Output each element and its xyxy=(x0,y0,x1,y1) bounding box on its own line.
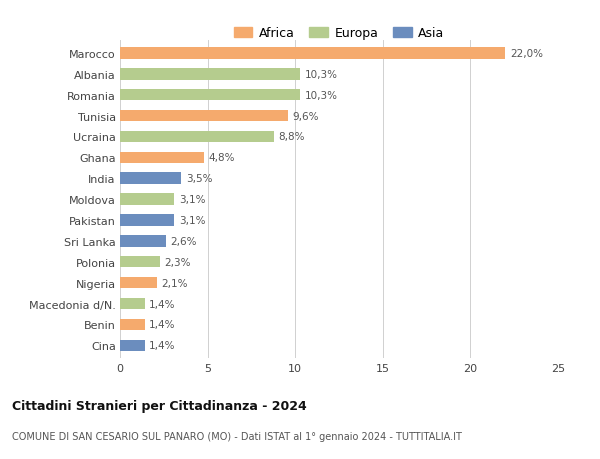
Bar xyxy=(120,319,145,330)
Text: 4,8%: 4,8% xyxy=(208,153,235,163)
Text: 3,5%: 3,5% xyxy=(186,174,212,184)
Bar xyxy=(120,173,181,185)
Bar xyxy=(120,340,145,351)
Text: COMUNE DI SAN CESARIO SUL PANARO (MO) - Dati ISTAT al 1° gennaio 2024 - TUTTITAL: COMUNE DI SAN CESARIO SUL PANARO (MO) - … xyxy=(12,431,462,442)
Text: 2,1%: 2,1% xyxy=(161,278,188,288)
Text: 2,6%: 2,6% xyxy=(170,236,196,246)
Text: 3,1%: 3,1% xyxy=(179,216,205,225)
Bar xyxy=(120,152,204,164)
Bar xyxy=(120,48,505,60)
Text: Cittadini Stranieri per Cittadinanza - 2024: Cittadini Stranieri per Cittadinanza - 2… xyxy=(12,399,307,412)
Legend: Africa, Europa, Asia: Africa, Europa, Asia xyxy=(229,22,449,45)
Bar xyxy=(120,194,175,205)
Text: 9,6%: 9,6% xyxy=(293,112,319,121)
Bar xyxy=(120,90,301,101)
Bar xyxy=(120,277,157,289)
Bar xyxy=(120,257,160,268)
Bar xyxy=(120,69,301,80)
Bar xyxy=(120,111,288,122)
Bar xyxy=(120,235,166,247)
Text: 22,0%: 22,0% xyxy=(510,49,543,59)
Text: 1,4%: 1,4% xyxy=(149,299,175,309)
Text: 1,4%: 1,4% xyxy=(149,341,175,351)
Text: 1,4%: 1,4% xyxy=(149,319,175,330)
Text: 10,3%: 10,3% xyxy=(305,70,338,80)
Bar xyxy=(120,215,175,226)
Text: 2,3%: 2,3% xyxy=(164,257,191,267)
Bar xyxy=(120,298,145,309)
Bar xyxy=(120,131,274,143)
Text: 10,3%: 10,3% xyxy=(305,90,338,101)
Text: 8,8%: 8,8% xyxy=(278,132,305,142)
Text: 3,1%: 3,1% xyxy=(179,195,205,205)
